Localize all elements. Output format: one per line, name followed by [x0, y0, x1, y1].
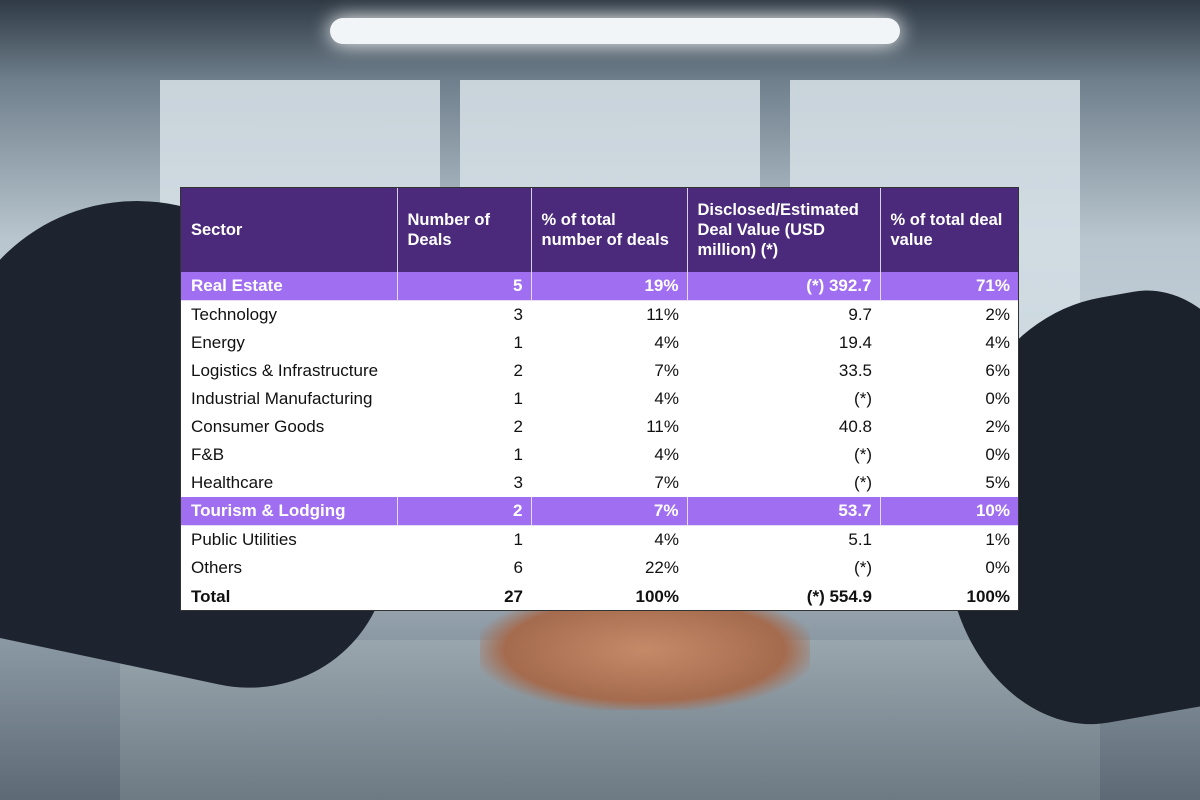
table-row: Technology 3 11% 9.7 2% [181, 301, 1018, 330]
cell-sector: Technology [191, 305, 278, 324]
cell-pct-value: 0% [985, 389, 1010, 408]
table-row: Logistics & Infrastructure 2 7% 33.5 6% [181, 357, 1018, 385]
cell-deal-value: 9.7 [848, 305, 872, 324]
table-row: F&B 1 4% (*) 0% [181, 441, 1018, 469]
cell-sector: Total [191, 587, 231, 606]
cell-pct-deals: 4% [654, 389, 679, 408]
cell-deal-value: (*) [854, 445, 872, 464]
cell-pct-deals: 11% [646, 417, 679, 436]
cell-number-of-deals: 27 [504, 587, 523, 606]
cell-deal-value: (*) [854, 558, 872, 577]
cell-pct-value: 5% [985, 473, 1010, 492]
cell-pct-value: 1% [985, 530, 1010, 549]
header-pct-value: % of total deal value [880, 188, 1018, 272]
cell-sector: F&B [191, 445, 225, 464]
cell-sector: Logistics & Infrastructure [191, 361, 379, 380]
header-deal-value: Disclosed/Estimated Deal Value (USD mill… [687, 188, 881, 272]
cell-pct-deals: 7% [531, 497, 688, 526]
cell-number-of-deals: 3 [513, 473, 523, 492]
ceiling-light [330, 18, 900, 44]
cell-number-of-deals: 1 [513, 389, 523, 408]
cell-deal-value: (*) [854, 473, 872, 492]
cell-sector: Public Utilities [191, 530, 297, 549]
table-row: Consumer Goods 2 11% 40.8 2% [181, 413, 1018, 441]
cell-deal-value: (*) 554.9 [806, 587, 872, 606]
cell-pct-value: 100% [966, 587, 1010, 606]
cell-sector: Others [191, 558, 243, 577]
table-row: Real Estate 5 19% (*) 392.7 71% [181, 272, 1018, 301]
header-number-of-deals: Number of Deals [397, 188, 532, 272]
table-row: Healthcare 3 7% (*) 5% [181, 469, 1018, 497]
header-pct-deals: % of total number of deals [531, 188, 688, 272]
table-header-row: Sector Number of Deals % of total number… [181, 188, 1018, 272]
cell-number-of-deals: 1 [513, 530, 523, 549]
cell-number-of-deals: 2 [513, 361, 523, 380]
cell-pct-value: 2% [985, 417, 1010, 436]
cell-pct-deals: 11% [646, 305, 679, 324]
cell-sector: Tourism & Lodging [181, 497, 398, 526]
cell-deal-value: 33.5 [838, 361, 872, 380]
table-row: Others 6 22% (*) 0% [181, 554, 1018, 582]
cell-pct-value: 0% [985, 445, 1010, 464]
table-row: Public Utilities 1 4% 5.1 1% [181, 526, 1018, 555]
cell-deal-value: (*) 392.7 [687, 272, 881, 301]
header-sector: Sector [181, 188, 398, 272]
cell-pct-value: 10% [880, 497, 1018, 526]
cell-deal-value: (*) [854, 389, 872, 408]
cell-deal-value: 53.7 [687, 497, 881, 526]
cell-pct-value: 6% [985, 361, 1010, 380]
cell-pct-value: 0% [985, 558, 1010, 577]
cell-number-of-deals: 5 [397, 272, 532, 301]
cell-pct-deals: 22% [644, 558, 679, 577]
cell-sector: Energy [191, 333, 245, 352]
table-row: Energy 1 4% 19.4 4% [181, 329, 1018, 357]
table-total-row: Total 27 100% (*) 554.9 100% [181, 582, 1018, 612]
cell-pct-deals: 7% [654, 473, 679, 492]
table-row: Industrial Manufacturing 1 4% (*) 0% [181, 385, 1018, 413]
cell-pct-value: 2% [985, 305, 1010, 324]
cell-number-of-deals: 2 [397, 497, 532, 526]
cell-number-of-deals: 1 [513, 333, 523, 352]
cell-sector: Consumer Goods [191, 417, 325, 436]
cell-deal-value: 19.4 [838, 333, 872, 352]
cell-deal-value: 40.8 [838, 417, 872, 436]
cell-sector: Industrial Manufacturing [191, 389, 373, 408]
cell-pct-deals: 4% [654, 530, 679, 549]
cell-number-of-deals: 3 [513, 305, 523, 324]
cell-pct-deals: 100% [635, 587, 679, 606]
cell-number-of-deals: 2 [513, 417, 523, 436]
cell-pct-deals: 19% [531, 272, 688, 301]
cell-number-of-deals: 6 [513, 558, 523, 577]
cell-sector: Healthcare [191, 473, 274, 492]
cell-pct-deals: 7% [654, 361, 679, 380]
table-row: Tourism & Lodging 2 7% 53.7 10% [181, 497, 1018, 526]
cell-pct-deals: 4% [654, 445, 679, 464]
cell-pct-value: 4% [985, 333, 1010, 352]
cell-deal-value: 5.1 [848, 530, 872, 549]
cell-number-of-deals: 1 [513, 445, 523, 464]
cell-pct-deals: 4% [654, 333, 679, 352]
cell-sector: Real Estate [181, 272, 398, 301]
deals-table: Sector Number of Deals % of total number… [180, 187, 1019, 611]
cell-pct-value: 71% [880, 272, 1018, 301]
